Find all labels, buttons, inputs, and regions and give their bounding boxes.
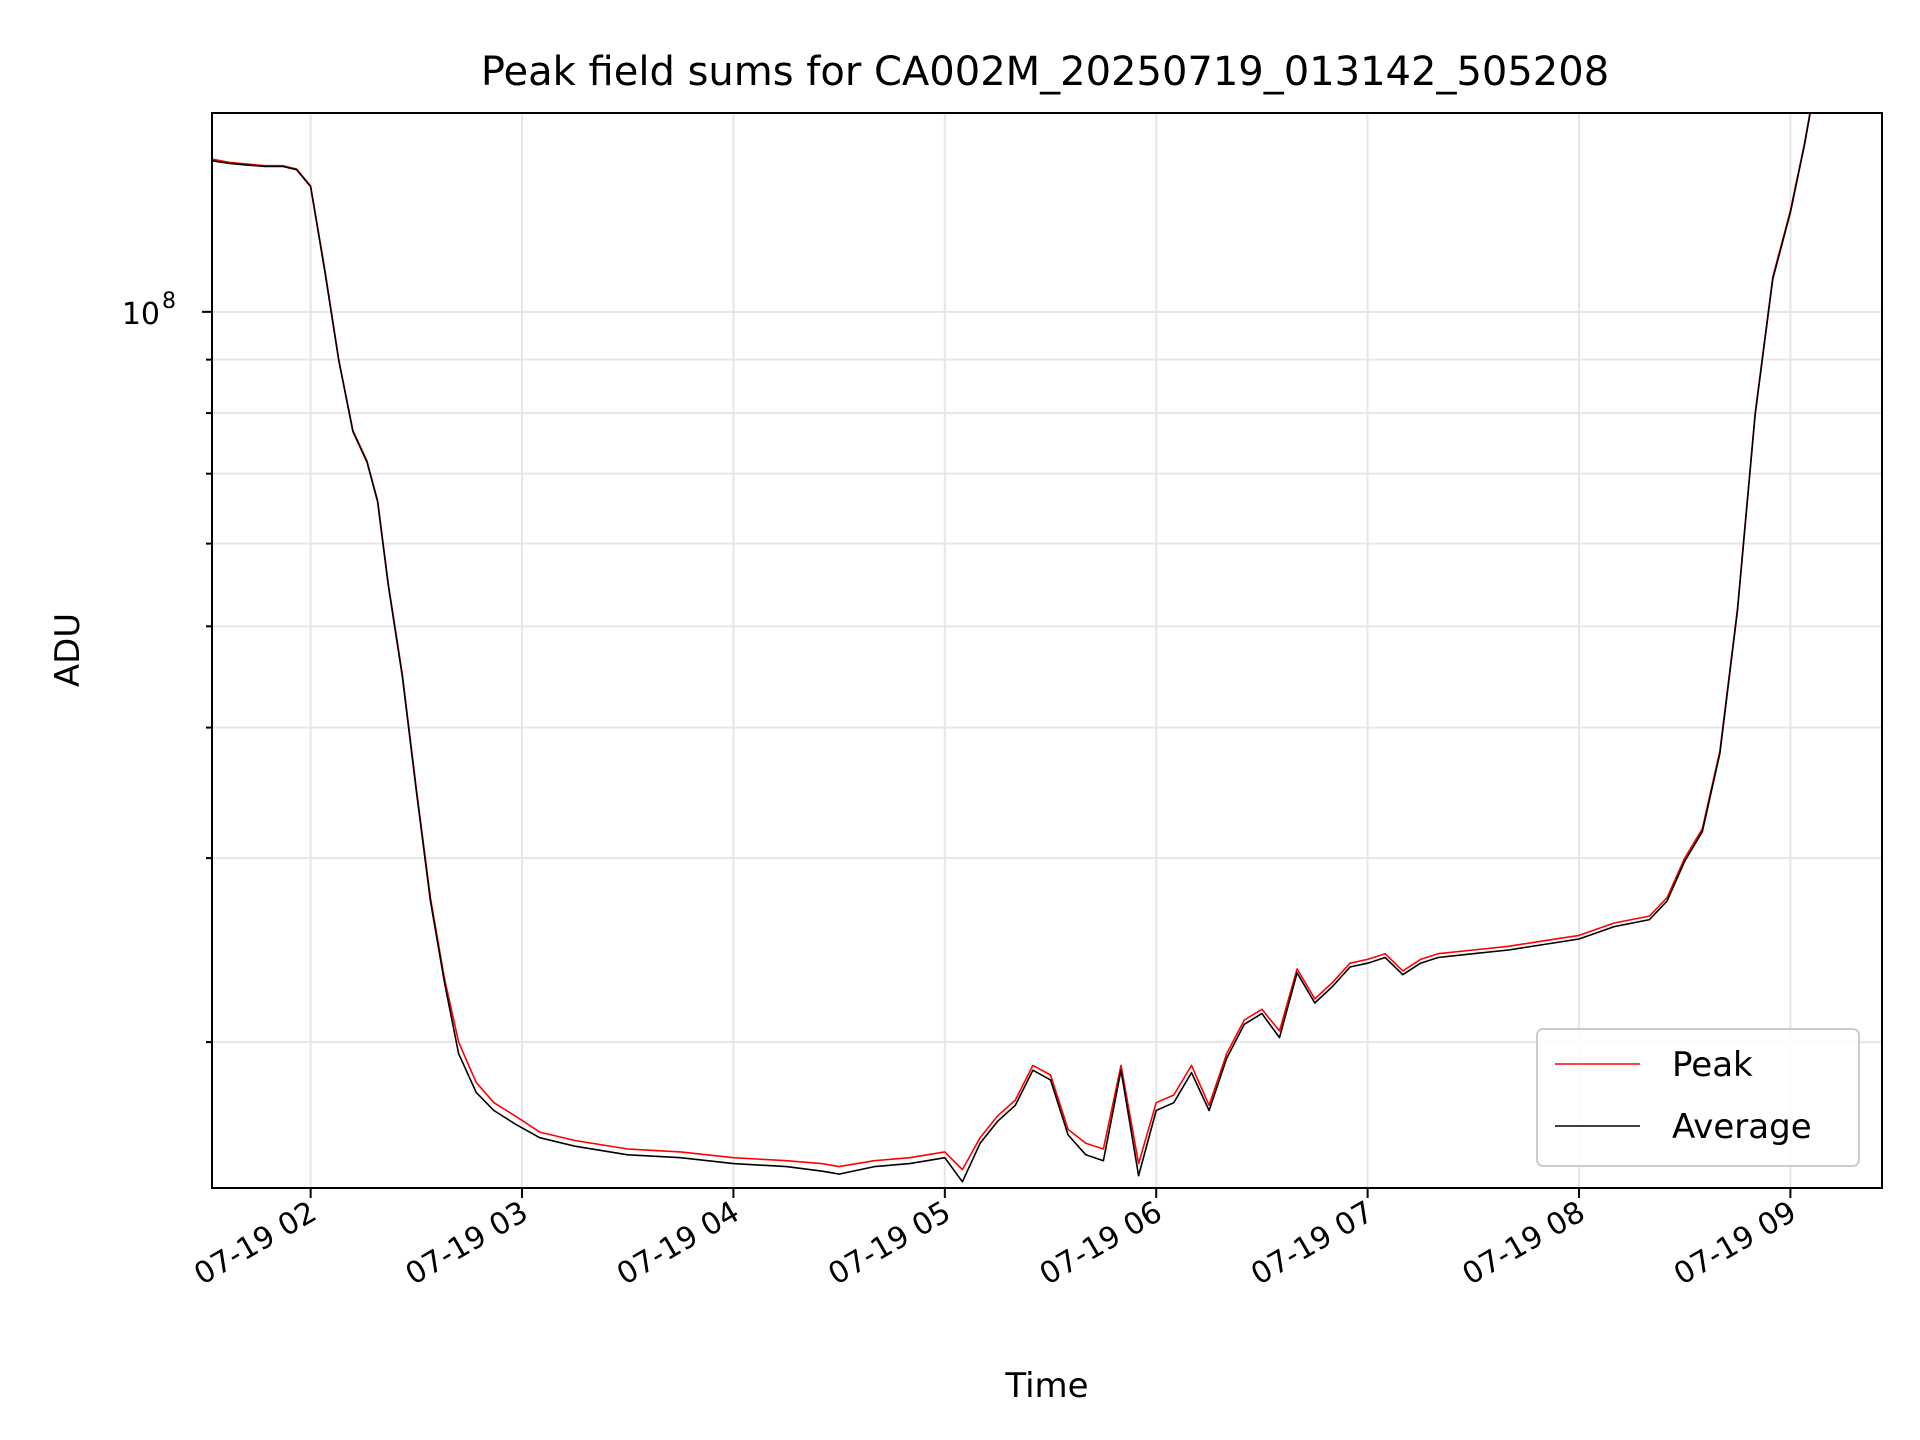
y-tick-label: 10 bbox=[122, 297, 160, 332]
legend-peak-label: Peak bbox=[1672, 1045, 1753, 1085]
series-average-line bbox=[212, 113, 1812, 1183]
y-tick-exponent: 8 bbox=[162, 289, 176, 314]
legend: Peak Average bbox=[1536, 1028, 1860, 1167]
y-axis-label: ADU bbox=[48, 613, 88, 687]
chart-title: Peak field sums for CA002M_20250719_0131… bbox=[481, 49, 1609, 95]
x-axis-label: Time bbox=[1004, 1366, 1088, 1406]
legend-average-label: Average bbox=[1672, 1107, 1812, 1147]
series-layer bbox=[212, 113, 1812, 1183]
y-axis: 10 8 bbox=[122, 289, 212, 1044]
plot-frame bbox=[211, 112, 1883, 1189]
grid bbox=[212, 113, 1882, 1188]
